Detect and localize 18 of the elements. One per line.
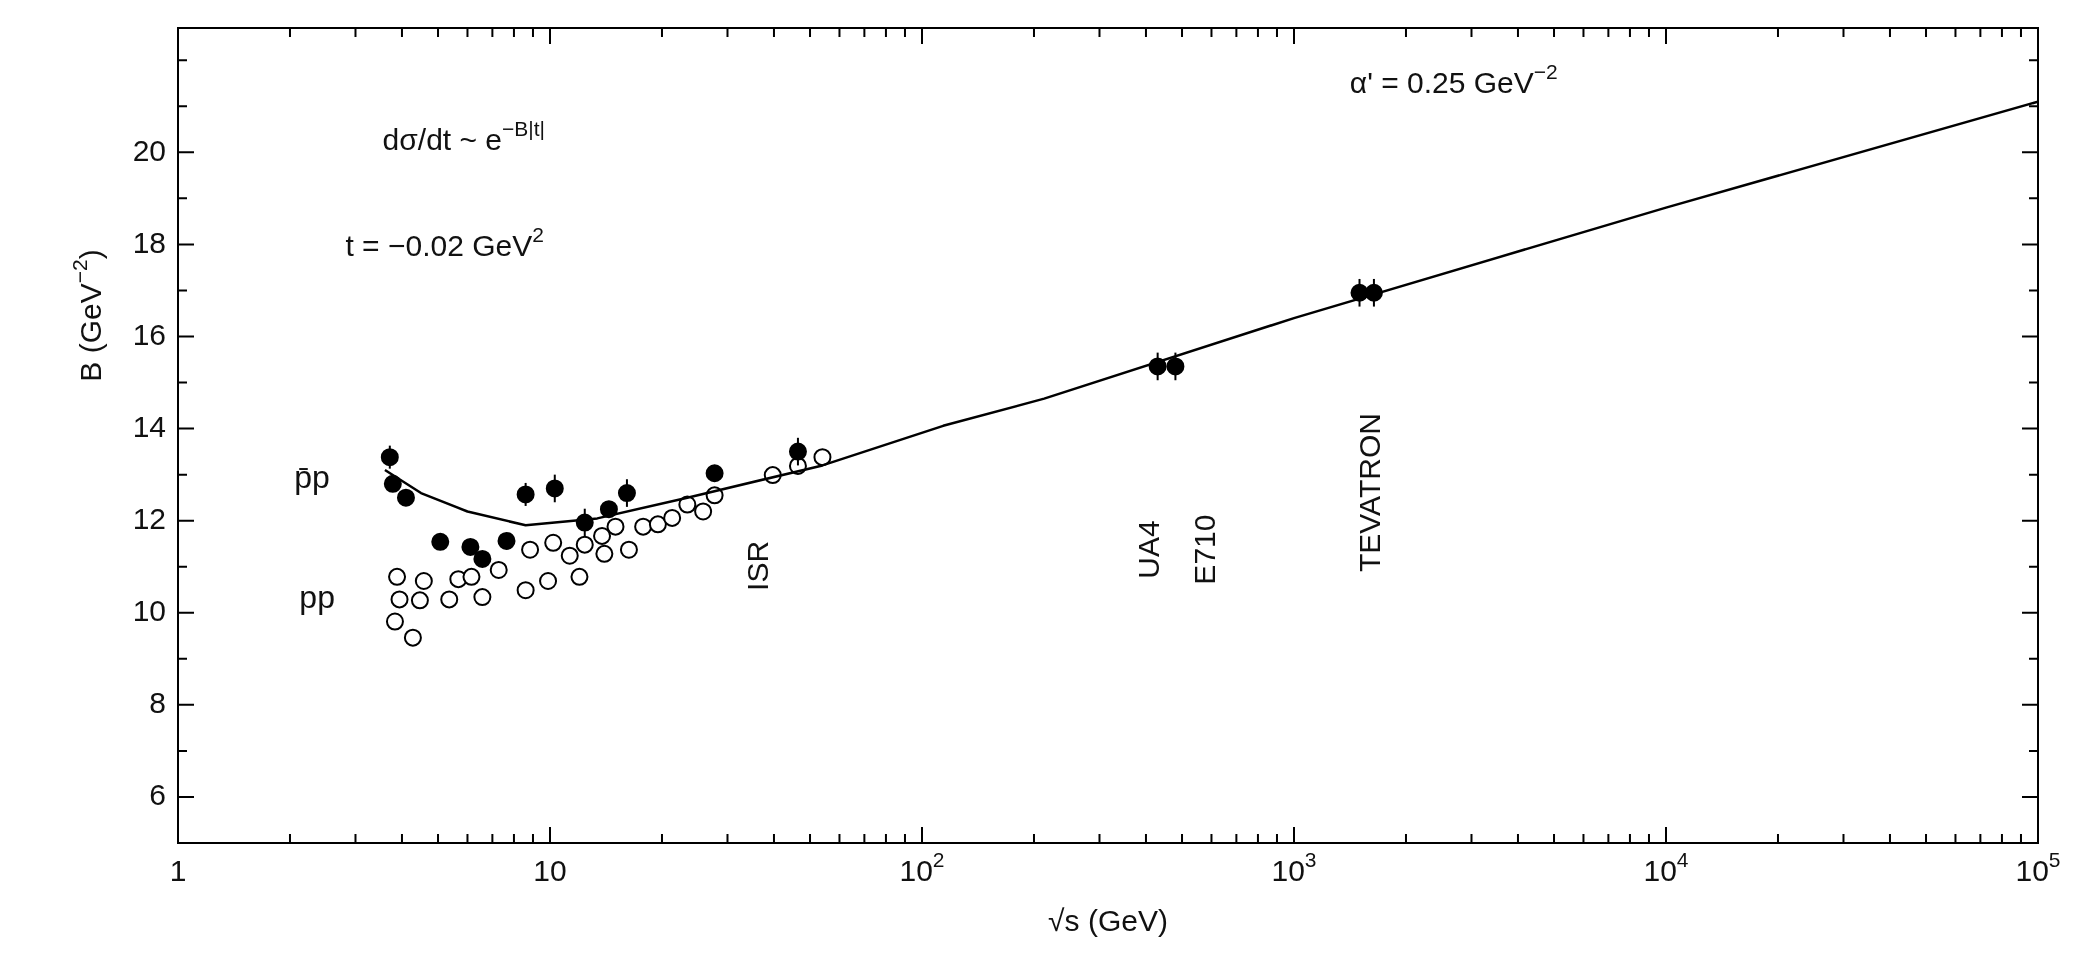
y-tick-label: 20: [132, 133, 167, 167]
series-label: pp: [299, 579, 335, 616]
y-tick-label: 10: [132, 594, 167, 628]
annotation: TEVATRON: [1353, 413, 1387, 572]
y-tick-label: 12: [132, 501, 167, 535]
y-tick-label: 8: [149, 686, 166, 720]
annotation: E710: [1187, 514, 1221, 585]
y-tick-label: 18: [132, 225, 167, 259]
y-tick-label: 16: [132, 317, 167, 351]
series-label: p̄p: [294, 459, 330, 496]
annotation: UA4: [1132, 520, 1166, 579]
x-tick-label: 1: [169, 854, 187, 888]
annotation: ISR: [741, 540, 775, 591]
y-axis-title: B (GeV−2): [67, 249, 108, 382]
x-tick-label: 10: [533, 854, 567, 888]
y-tick-label: 14: [132, 409, 167, 443]
x-axis-title: √s (GeV): [1048, 904, 1168, 938]
y-tick-label: 6: [149, 778, 166, 812]
